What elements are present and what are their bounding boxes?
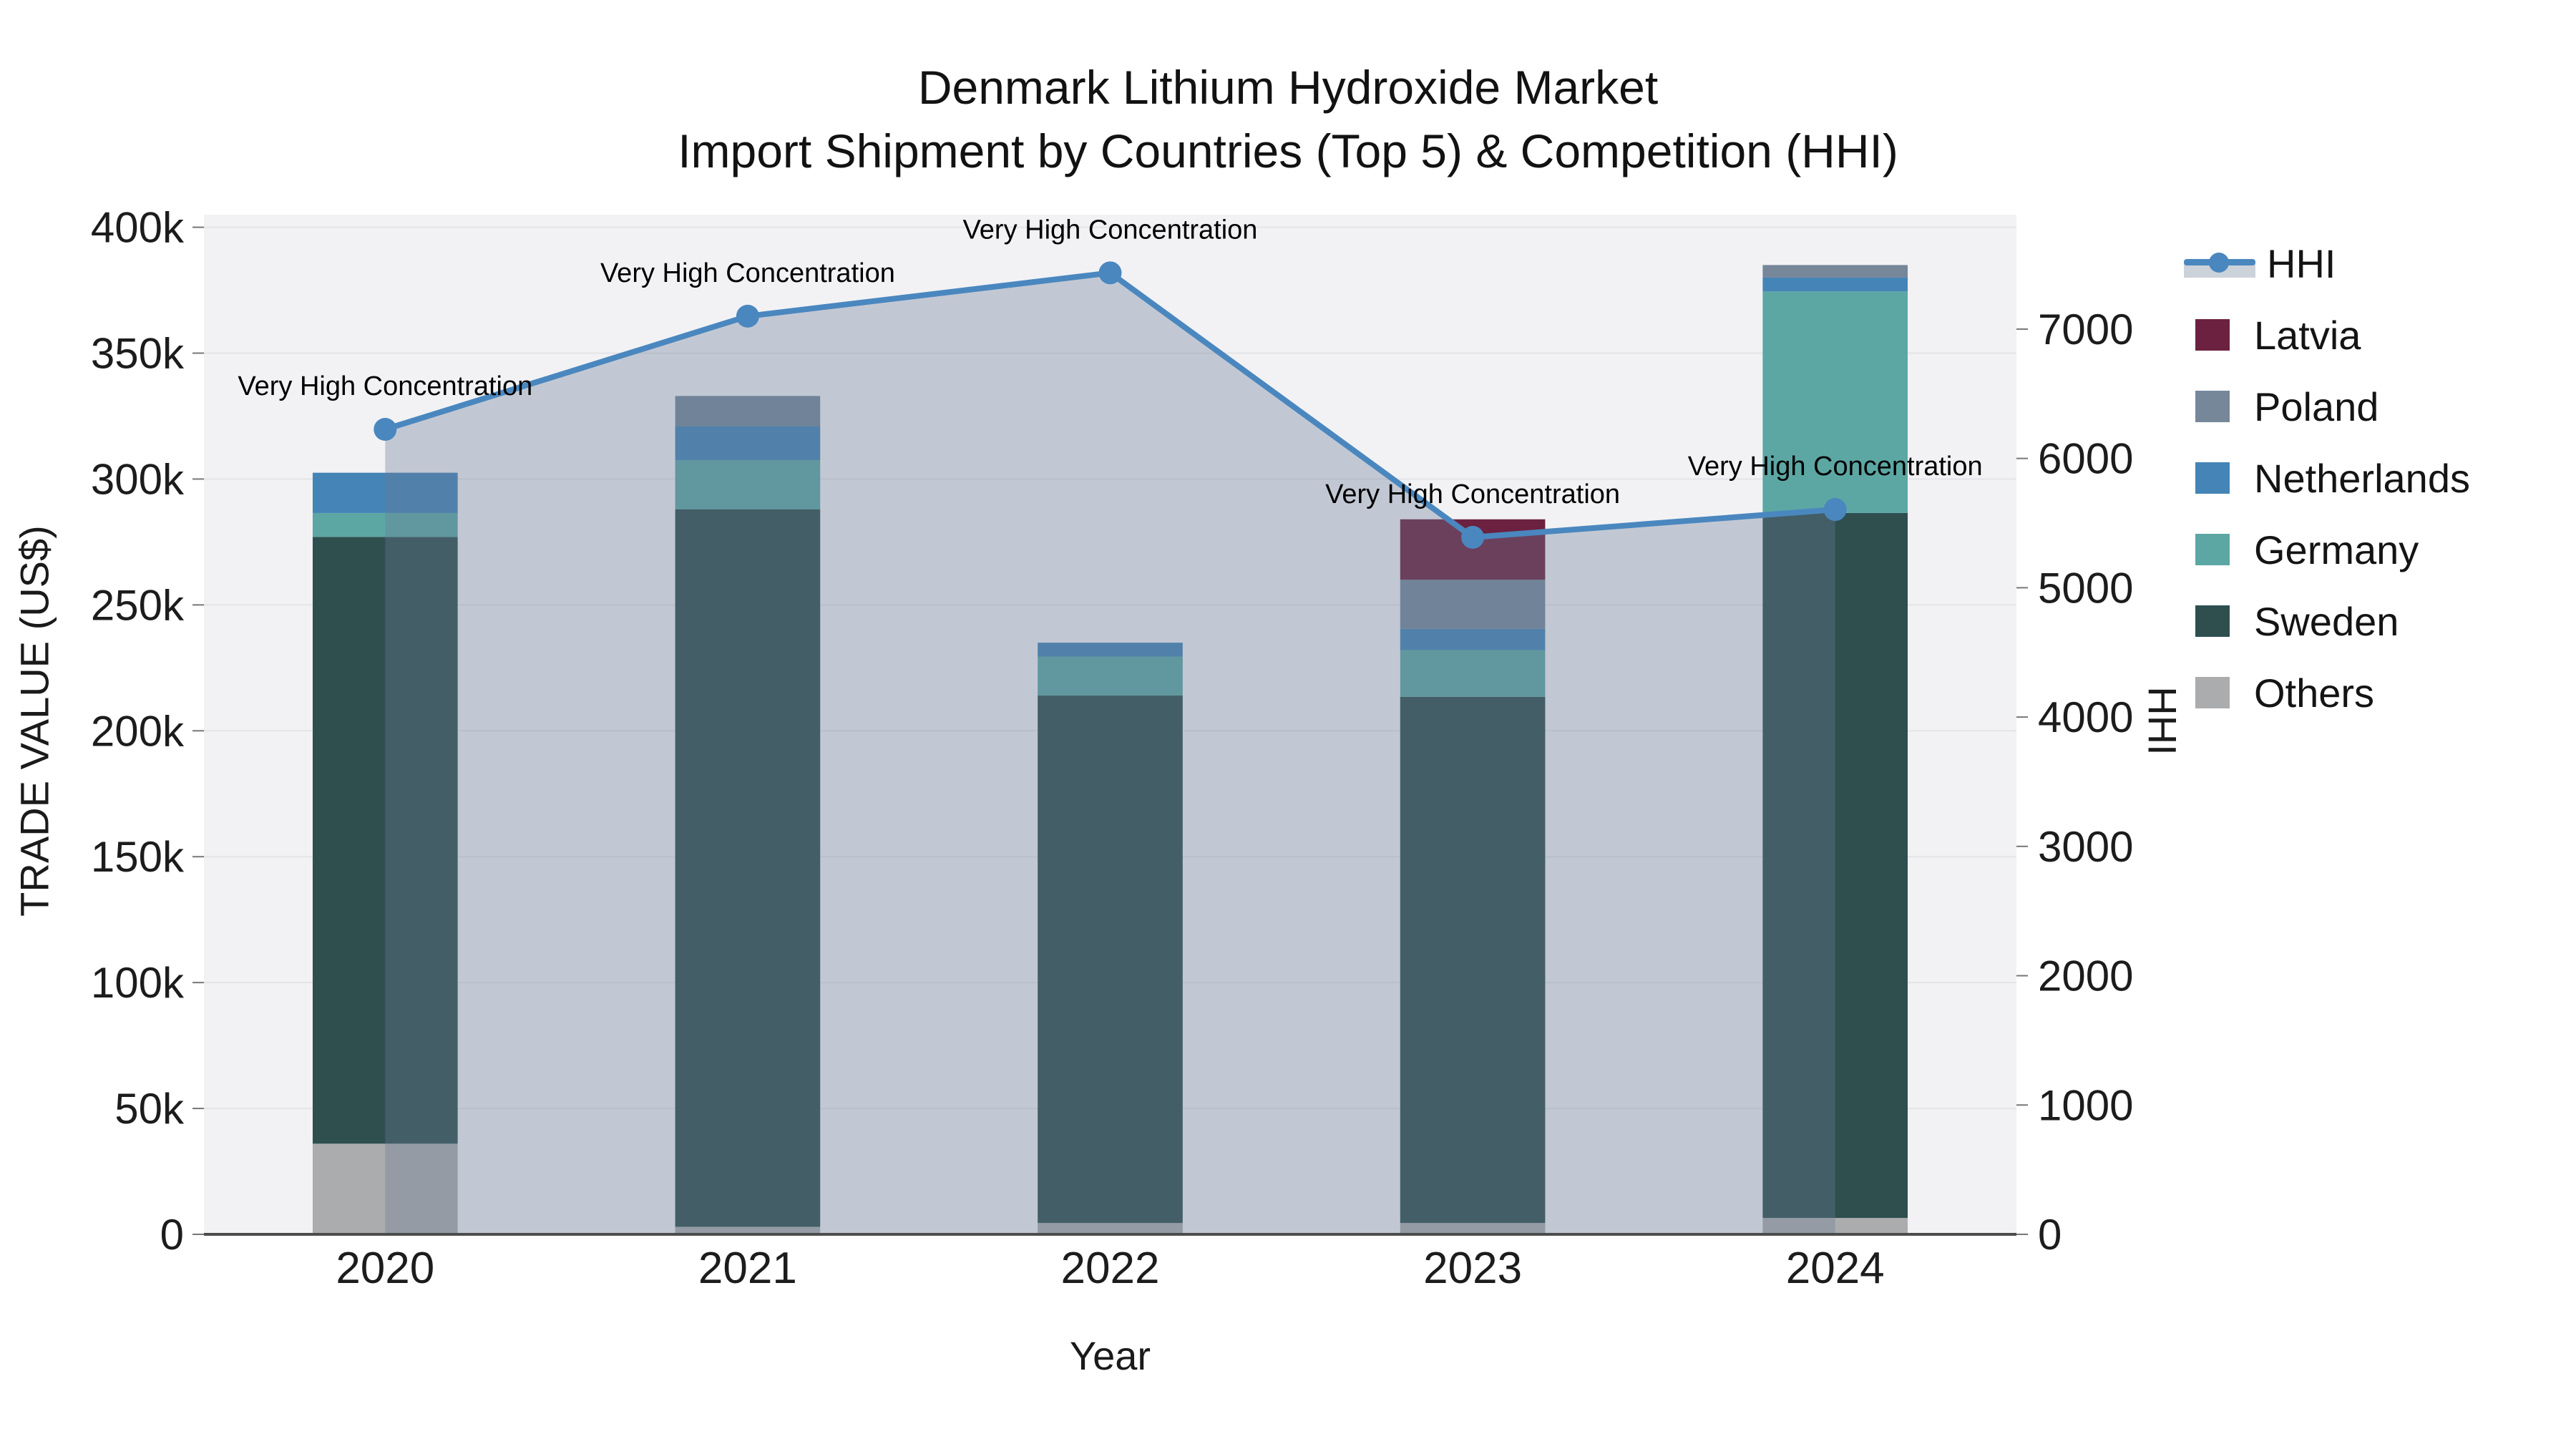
- y-left-tick-label: 100k: [91, 959, 185, 1007]
- x-axis-title: Year: [1069, 1333, 1151, 1378]
- bar-segment-others-2023[interactable]: [1400, 1223, 1546, 1234]
- y-left-tick-label: 50k: [114, 1085, 185, 1133]
- y-axis-right-title: HHI: [2140, 686, 2185, 756]
- bar-segment-sweden-2024[interactable]: [1762, 512, 1908, 1219]
- annotation-2024: Very High Concentration: [1688, 452, 1983, 482]
- bar-segment-sweden-2023[interactable]: [1400, 696, 1546, 1224]
- bar-segment-germany-2024[interactable]: [1762, 291, 1908, 513]
- legend-item-netherlands[interactable]: Netherlands: [2195, 442, 2470, 514]
- legend-label: Sweden: [2254, 598, 2399, 644]
- legend-item-poland[interactable]: Poland: [2195, 371, 2470, 442]
- annotation-2023: Very High Concentration: [1325, 479, 1620, 509]
- x-tick-label-2024: 2024: [1786, 1244, 1885, 1293]
- legend-item-latvia[interactable]: Latvia: [2195, 299, 2470, 371]
- hhi-marker-2024[interactable]: [1823, 498, 1847, 522]
- chart-title-line2: Import Shipment by Countries (Top 5) & C…: [678, 125, 1898, 178]
- legend-label: Others: [2254, 670, 2375, 716]
- bar-segment-netherlands-2022[interactable]: [1038, 643, 1183, 657]
- legend-label: HHI: [2267, 240, 2336, 286]
- y-right-tick-label: 0: [2038, 1211, 2062, 1259]
- x-tick-label-2020: 2020: [336, 1244, 434, 1293]
- legend-item-sweden[interactable]: Sweden: [2195, 585, 2470, 657]
- legend-label: Netherlands: [2254, 455, 2470, 501]
- y-left-tick-label: 150k: [91, 833, 185, 881]
- legend-swatch-sweden: [2195, 605, 2230, 637]
- annotation-2022: Very High Concentration: [963, 215, 1258, 245]
- bar-segment-others-2021[interactable]: [675, 1226, 821, 1234]
- y-right-tick-label: 5000: [2038, 564, 2133, 612]
- legend-item-germany[interactable]: Germany: [2195, 514, 2470, 585]
- y-left-tick-label: 0: [160, 1211, 184, 1259]
- chart-title-line1: Denmark Lithium Hydroxide Market: [917, 61, 1659, 114]
- y-right-tick-label: 7000: [2038, 306, 2133, 353]
- y-right-tick-label: 3000: [2038, 823, 2133, 871]
- bar-segment-others-2022[interactable]: [1038, 1223, 1183, 1234]
- chart-title: Denmark Lithium Hydroxide Market Import …: [0, 56, 2576, 183]
- bar-segment-poland-2021[interactable]: [675, 396, 821, 426]
- legend-label: Poland: [2254, 384, 2379, 429]
- bar-segment-netherlands-2021[interactable]: [675, 426, 821, 461]
- legend-swatch-poland: [2195, 391, 2230, 422]
- legend-swatch-netherlands: [2195, 462, 2230, 494]
- x-tick-label-2022: 2022: [1061, 1244, 1160, 1293]
- bar-segment-others-2024[interactable]: [1762, 1218, 1908, 1234]
- legend-swatch-latvia: [2195, 319, 2230, 351]
- bar-segment-germany-2020[interactable]: [312, 512, 458, 537]
- bar-segment-netherlands-2023[interactable]: [1400, 628, 1546, 650]
- x-tick-label-2021: 2021: [698, 1244, 797, 1293]
- y-left-tick-label: 300k: [91, 455, 185, 503]
- bar-segment-germany-2022[interactable]: [1038, 656, 1183, 696]
- y-axis-left-title: TRADE VALUE (US$): [11, 525, 57, 917]
- y-right-tick-label: 1000: [2038, 1081, 2133, 1129]
- y-left-tick-label: 250k: [91, 581, 185, 629]
- bar-segment-netherlands-2020[interactable]: [312, 472, 458, 513]
- annotation-2020: Very High Concentration: [238, 371, 532, 401]
- bar-segment-germany-2023[interactable]: [1400, 650, 1546, 697]
- y-right-tick-label: 4000: [2038, 693, 2133, 741]
- hhi-marker-2021[interactable]: [736, 304, 759, 328]
- bar-segment-netherlands-2024[interactable]: [1762, 277, 1908, 292]
- bar-segment-sweden-2021[interactable]: [675, 509, 821, 1227]
- legend-swatch-others: [2195, 677, 2230, 708]
- bar-segment-sweden-2020[interactable]: [312, 537, 458, 1144]
- y-right-tick-label: 6000: [2038, 435, 2133, 483]
- hhi-marker-2022[interactable]: [1098, 261, 1122, 285]
- y-left-tick-label: 200k: [91, 707, 185, 755]
- hhi-marker-2020[interactable]: [374, 418, 397, 441]
- hhi-area-fill: [385, 273, 1835, 1234]
- x-tick-label-2023: 2023: [1423, 1244, 1522, 1293]
- bar-segment-poland-2024[interactable]: [1762, 265, 1908, 278]
- bar-segment-sweden-2022[interactable]: [1038, 696, 1183, 1224]
- bar-segment-poland-2023[interactable]: [1400, 580, 1546, 629]
- y-left-tick-label: 350k: [91, 330, 185, 378]
- hhi-line-icon: [2184, 248, 2255, 279]
- annotation-2021: Very High Concentration: [600, 258, 895, 288]
- legend-label: Latvia: [2254, 312, 2361, 358]
- bar-segment-others-2020[interactable]: [312, 1143, 458, 1234]
- legend-swatch-germany: [2195, 534, 2230, 565]
- y-right-tick-label: 2000: [2038, 952, 2133, 1000]
- legend: HHI Latvia Poland Netherlands Germany Sweden O…: [2184, 228, 2470, 728]
- legend-item-hhi[interactable]: HHI: [2184, 228, 2470, 299]
- y-left-tick-label: 400k: [91, 204, 185, 252]
- hhi-marker-2023[interactable]: [1461, 525, 1485, 549]
- bar-segment-germany-2021[interactable]: [675, 460, 821, 509]
- legend-item-others[interactable]: Others: [2195, 657, 2470, 728]
- legend-label: Germany: [2254, 527, 2419, 572]
